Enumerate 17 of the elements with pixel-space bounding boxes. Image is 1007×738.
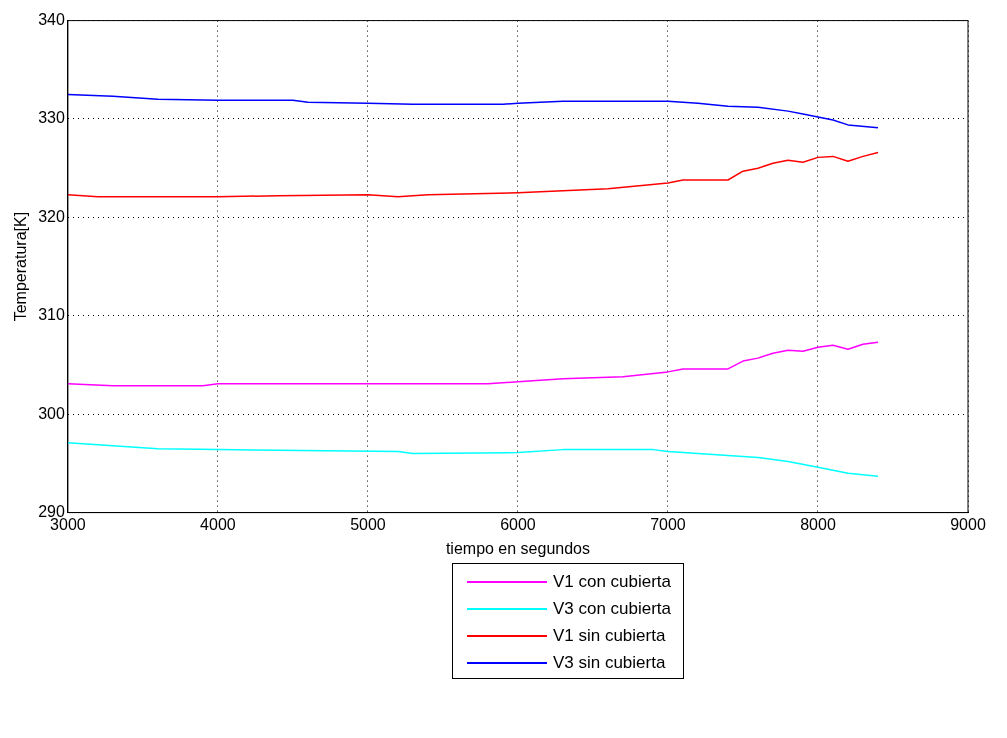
y-tick-label: 300 [38, 404, 65, 422]
legend-label: V1 con cubierta [552, 571, 672, 593]
x-axis-title: tiempo en segundos [445, 539, 590, 557]
legend-label: V1 sin cubierta [552, 625, 666, 647]
y-tick-label: 340 [38, 11, 65, 29]
y-tick-label: 320 [38, 207, 65, 225]
x-tick-label: 6000 [500, 515, 536, 533]
y-tick-label: 310 [38, 306, 65, 324]
x-tick-label: 7000 [650, 515, 686, 533]
x-tick-label: 5000 [350, 515, 386, 533]
x-tick-label: 9000 [950, 515, 986, 533]
x-tick-label: 4000 [200, 515, 236, 533]
y-tick-label: 330 [38, 109, 65, 127]
legend-label: V3 con cubierta [552, 598, 672, 620]
x-tick-label: 8000 [800, 515, 836, 533]
legend-label: V3 sin cubierta [552, 652, 666, 674]
y-axis-title: Temperatura[K] [12, 211, 30, 322]
